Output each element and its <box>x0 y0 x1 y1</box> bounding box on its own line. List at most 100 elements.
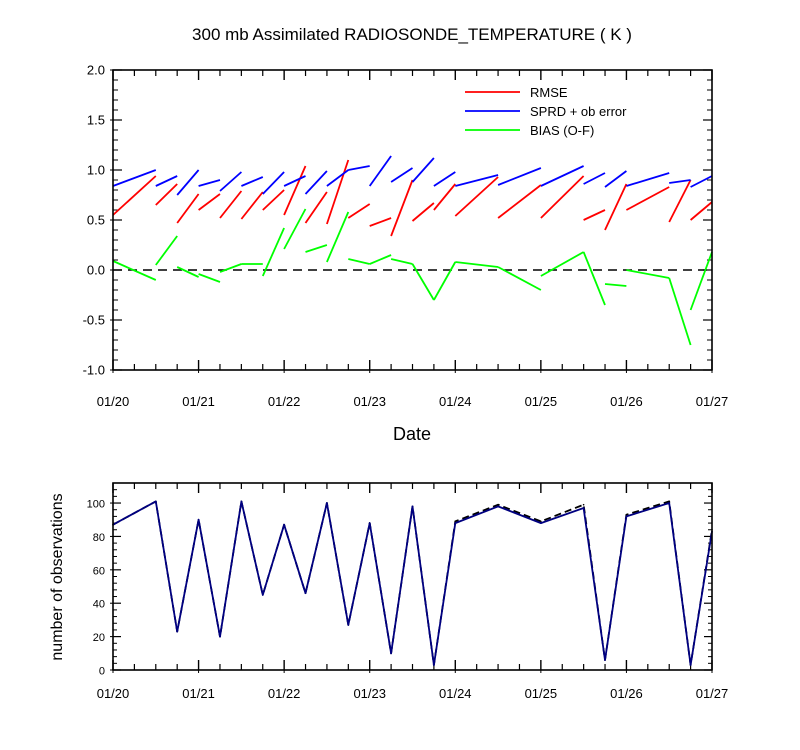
x-tick-label: 01/26 <box>610 686 643 701</box>
data-point-used <box>347 624 350 626</box>
data-line-segment <box>626 172 670 187</box>
top-plot-area: 01/20 01/21 01/22 01/23 01/24 01/25 01/26 01/27… <box>83 63 729 410</box>
y-tick-label: 0 <box>99 666 105 678</box>
data-line-segment <box>669 179 691 184</box>
data-line-segment <box>326 211 350 263</box>
data-point-possible <box>625 513 628 516</box>
data-point-used <box>454 522 457 524</box>
data-point-used <box>197 518 200 521</box>
data-line-segment <box>540 251 585 277</box>
data-point-used <box>326 502 328 504</box>
series-bias-o-f <box>112 208 713 346</box>
y-tick-label: 40 <box>93 599 105 611</box>
series-possible-observations-line <box>112 500 713 666</box>
data-point-used <box>540 522 542 524</box>
data-line-segment <box>626 269 670 279</box>
data-line-segment <box>112 175 157 216</box>
data-line-segment <box>198 193 221 211</box>
data-point-used <box>497 505 499 508</box>
x-tick-label: 01/25 <box>525 394 558 409</box>
data-line-segment <box>433 261 457 301</box>
plot-frame <box>112 482 713 671</box>
x-tick-label: 01/24 <box>439 394 472 409</box>
data-line-segment <box>583 172 606 185</box>
legend-label: SPRD + ob error <box>530 104 627 119</box>
data-line-segment <box>348 258 370 265</box>
data-point-possible <box>497 503 499 506</box>
data-point-used <box>582 507 585 509</box>
data-line-segment <box>433 171 456 187</box>
data-line-segment <box>304 170 328 195</box>
data-line-segment <box>604 170 627 188</box>
x-tick-label: 01/22 <box>268 686 301 701</box>
data-line-segment <box>219 190 243 219</box>
data-line-segment <box>155 183 178 206</box>
data-line-segment <box>497 167 542 186</box>
series-rmse <box>112 159 713 237</box>
data-line-segment <box>176 193 200 224</box>
legend-label: RMSE <box>530 85 568 100</box>
y-tick-label: 80 <box>93 532 105 544</box>
y-tick-label: -0.5 <box>83 313 105 328</box>
data-line-segment <box>390 258 413 265</box>
data-line-segment <box>411 263 435 301</box>
data-point-used <box>390 652 392 655</box>
data-point-used <box>433 664 435 666</box>
data-line-segment <box>368 155 392 187</box>
x-tick-label: 01/25 <box>525 686 558 701</box>
data-line-segment <box>369 254 392 265</box>
data-line-segment <box>540 175 585 219</box>
data-line-segment <box>347 203 371 219</box>
data-line-segment <box>176 169 200 196</box>
x-tick-label: 01/26 <box>610 394 643 409</box>
y-tick-label: 0.5 <box>87 213 105 228</box>
data-line-segment <box>583 209 606 221</box>
data-point-used <box>219 635 221 638</box>
data-line-segment <box>689 251 713 311</box>
data-line-segment <box>241 176 264 187</box>
series-used-observations-line <box>112 500 713 666</box>
data-line-segment <box>668 277 692 346</box>
x-tick-label: 01/24 <box>439 686 472 701</box>
x-tick-label: 01/20 <box>97 686 130 701</box>
y-tick-label: 60 <box>93 565 105 577</box>
data-line-segment <box>348 165 370 171</box>
data-line-segment <box>369 217 392 227</box>
x-tick-label: 01/21 <box>182 394 215 409</box>
data-line-segment <box>155 235 178 266</box>
data-point-possible <box>582 503 585 506</box>
data-line-segment <box>411 202 435 222</box>
x-tick-label: 01/20 <box>97 394 130 409</box>
data-point-used <box>689 664 692 666</box>
data-line-segment <box>112 260 157 281</box>
data-line-segment <box>326 169 349 187</box>
bottom-plot-area: 01/20 01/21 01/22 01/23 01/24 01/25 01/26 01/27… <box>87 482 728 701</box>
data-line-segment <box>668 179 692 223</box>
data-line-segment <box>625 186 670 211</box>
data-line-segment <box>262 171 285 195</box>
data-line-segment <box>219 171 242 192</box>
y-tick-label: 0.0 <box>87 263 105 278</box>
data-point-used <box>368 522 371 524</box>
y-tick-label: 1.0 <box>87 163 105 178</box>
series-sprd-ob-error <box>112 155 713 196</box>
data-point-used <box>240 500 243 503</box>
data-point-possible <box>454 520 457 523</box>
data-point-used <box>625 515 628 518</box>
data-line-segment <box>540 165 584 187</box>
data-point-used <box>262 594 264 596</box>
y-tick-label: 100 <box>87 499 105 511</box>
data-line-segment <box>176 266 199 278</box>
top-chart-title: 300 mb Assimilated RADIOSONDE_TEMPERATUR… <box>192 25 632 44</box>
y-tick-label: 2.0 <box>87 63 105 78</box>
data-line-segment <box>261 227 285 277</box>
data-line-segment <box>219 263 242 273</box>
data-line-segment <box>240 191 264 220</box>
data-line-segment <box>283 175 306 187</box>
y-tick-label: 20 <box>93 632 105 644</box>
data-line-segment <box>497 266 542 291</box>
data-line-segment <box>198 179 221 187</box>
data-line-segment <box>304 191 328 224</box>
x-tick-label: 01/21 <box>182 686 215 701</box>
